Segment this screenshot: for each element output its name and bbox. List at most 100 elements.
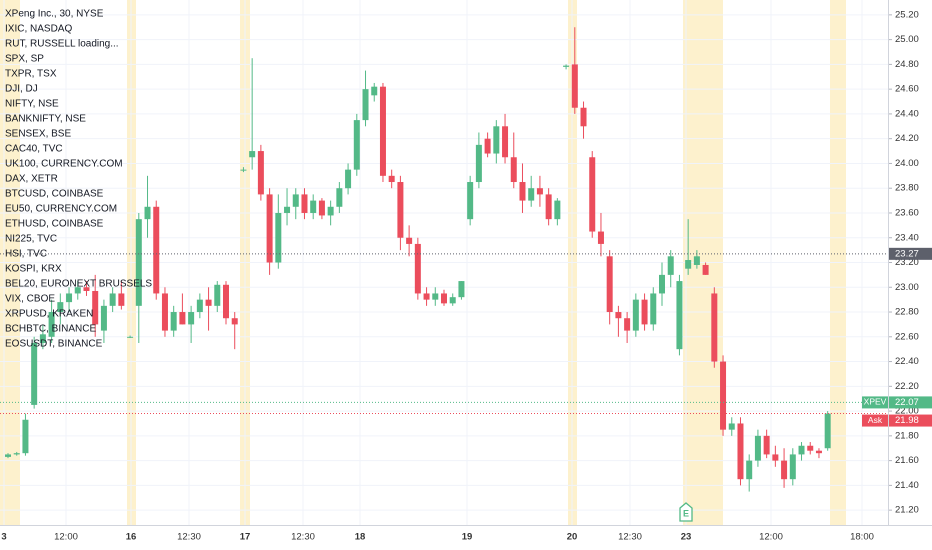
candle-body <box>66 293 73 303</box>
candle-body <box>257 151 264 195</box>
y-tick-label: 23.40 <box>895 232 919 243</box>
watchlist-item: EU50, CURRENCY.COM <box>5 204 117 215</box>
y-tick-label: 23.80 <box>895 183 919 194</box>
y-tick-label: 25.00 <box>895 34 919 45</box>
candle-body <box>100 305 107 331</box>
candle-body <box>397 182 404 238</box>
candle-body <box>109 293 116 306</box>
candle-body <box>292 194 299 207</box>
candle-body <box>249 151 256 158</box>
grid <box>0 0 892 525</box>
candle-body <box>170 312 177 331</box>
price-tag-name: Ask <box>868 415 883 425</box>
x-tick-label: 18:00 <box>850 532 874 543</box>
candle-body <box>362 89 369 121</box>
y-tick-label: 21.80 <box>895 430 919 441</box>
y-tick-label: 23.00 <box>895 282 919 293</box>
candle-body <box>39 334 46 343</box>
earnings-marker: E <box>679 502 693 522</box>
candle-body <box>571 64 578 108</box>
watchlist-item: NI225, TVC <box>5 234 57 245</box>
candle-body <box>345 169 352 189</box>
candle-body <box>711 293 718 362</box>
candle-body <box>153 206 160 294</box>
watchlist-item: KOSPI, KRX <box>5 264 62 275</box>
watchlist-item: IXIC, NASDAQ <box>5 24 72 35</box>
watchlist-item: XRPUSD, KRAKEN <box>5 309 93 320</box>
candle-body <box>13 453 20 455</box>
y-tick-label: 23.60 <box>895 207 919 218</box>
candle-body <box>179 312 186 325</box>
price-tag-value: 23.27 <box>895 248 919 259</box>
candle-body <box>310 200 317 213</box>
x-tick-label: 16 <box>126 532 137 543</box>
candle-body <box>789 454 796 480</box>
candle-body <box>606 256 613 313</box>
watchlist-item: SPX, SP <box>5 54 44 65</box>
candle-body <box>781 460 788 480</box>
y-tick-label: 22.80 <box>895 307 919 318</box>
candle-body <box>74 287 81 294</box>
marker-shape <box>679 502 693 522</box>
y-tick-label: 22.00 <box>895 406 919 417</box>
x-tick-label: 17 <box>240 532 251 543</box>
candle-body <box>754 435 761 461</box>
y-tick-label: 21.40 <box>895 480 919 491</box>
y-tick-label: 22.60 <box>895 331 919 342</box>
candle-body <box>589 157 596 232</box>
candle-body <box>57 302 64 313</box>
candle-body <box>502 126 509 158</box>
candle-body <box>563 65 570 67</box>
price-tag-name-box <box>862 414 888 427</box>
watchlist-item: BTCUSD, COINBASE <box>5 189 104 200</box>
candle-body <box>127 336 134 338</box>
price-tag <box>889 414 932 427</box>
candle-body <box>441 293 447 304</box>
candle-body <box>449 297 456 304</box>
candle-body <box>772 454 779 461</box>
candles <box>0 27 888 492</box>
price-tag <box>889 247 932 260</box>
candle-body <box>676 281 683 350</box>
candle-body <box>693 256 700 265</box>
candle-body <box>318 200 325 216</box>
candle-body <box>728 423 735 430</box>
candle-body <box>379 86 386 176</box>
candle-body <box>196 299 203 313</box>
candle-body <box>519 182 526 201</box>
price-tag-value: 22.07 <box>895 397 919 408</box>
watchlist-item: NIFTY, NSE <box>5 99 59 110</box>
candle-body <box>650 293 657 325</box>
y-tick-label: 24.80 <box>895 59 919 70</box>
watchlist-item: VIX, CBOE <box>5 294 55 305</box>
watchlist-item: SENSEX, BSE <box>5 129 71 140</box>
candle-body <box>815 450 822 454</box>
candle-body <box>22 419 29 454</box>
candle-body <box>266 194 273 263</box>
candle-body <box>659 274 665 294</box>
y-tick-label: 21.20 <box>895 505 919 516</box>
candle-body <box>301 194 308 213</box>
y-tick-label: 24.60 <box>895 84 919 95</box>
watchlist-item: RUT, RUSSELL loading... <box>5 39 119 50</box>
candle-body <box>371 86 378 96</box>
candle-body <box>92 290 99 325</box>
candle-body <box>240 169 247 171</box>
candle-body <box>536 188 543 195</box>
candle-body <box>327 206 334 216</box>
candle-body <box>554 200 561 220</box>
watchlist-item: DAX, XETR <box>5 174 58 185</box>
watchlist-item: BANKNIFTY, NSE <box>5 114 86 125</box>
candle-body <box>493 126 500 154</box>
x-tick-label: 12:30 <box>291 532 315 543</box>
watchlist-item: CAC40, TVC <box>5 144 63 155</box>
x-tick-label: 18 <box>355 532 366 543</box>
candle-body <box>824 413 831 449</box>
candle-body <box>223 284 229 319</box>
x-tick-label: 23 <box>681 532 692 543</box>
candle-body <box>632 299 639 331</box>
watchlist-item: BEL20, EURONEXT BRUSSELS <box>5 279 152 290</box>
candle-body <box>807 445 814 451</box>
x-tick-label: 12:30 <box>618 532 642 543</box>
